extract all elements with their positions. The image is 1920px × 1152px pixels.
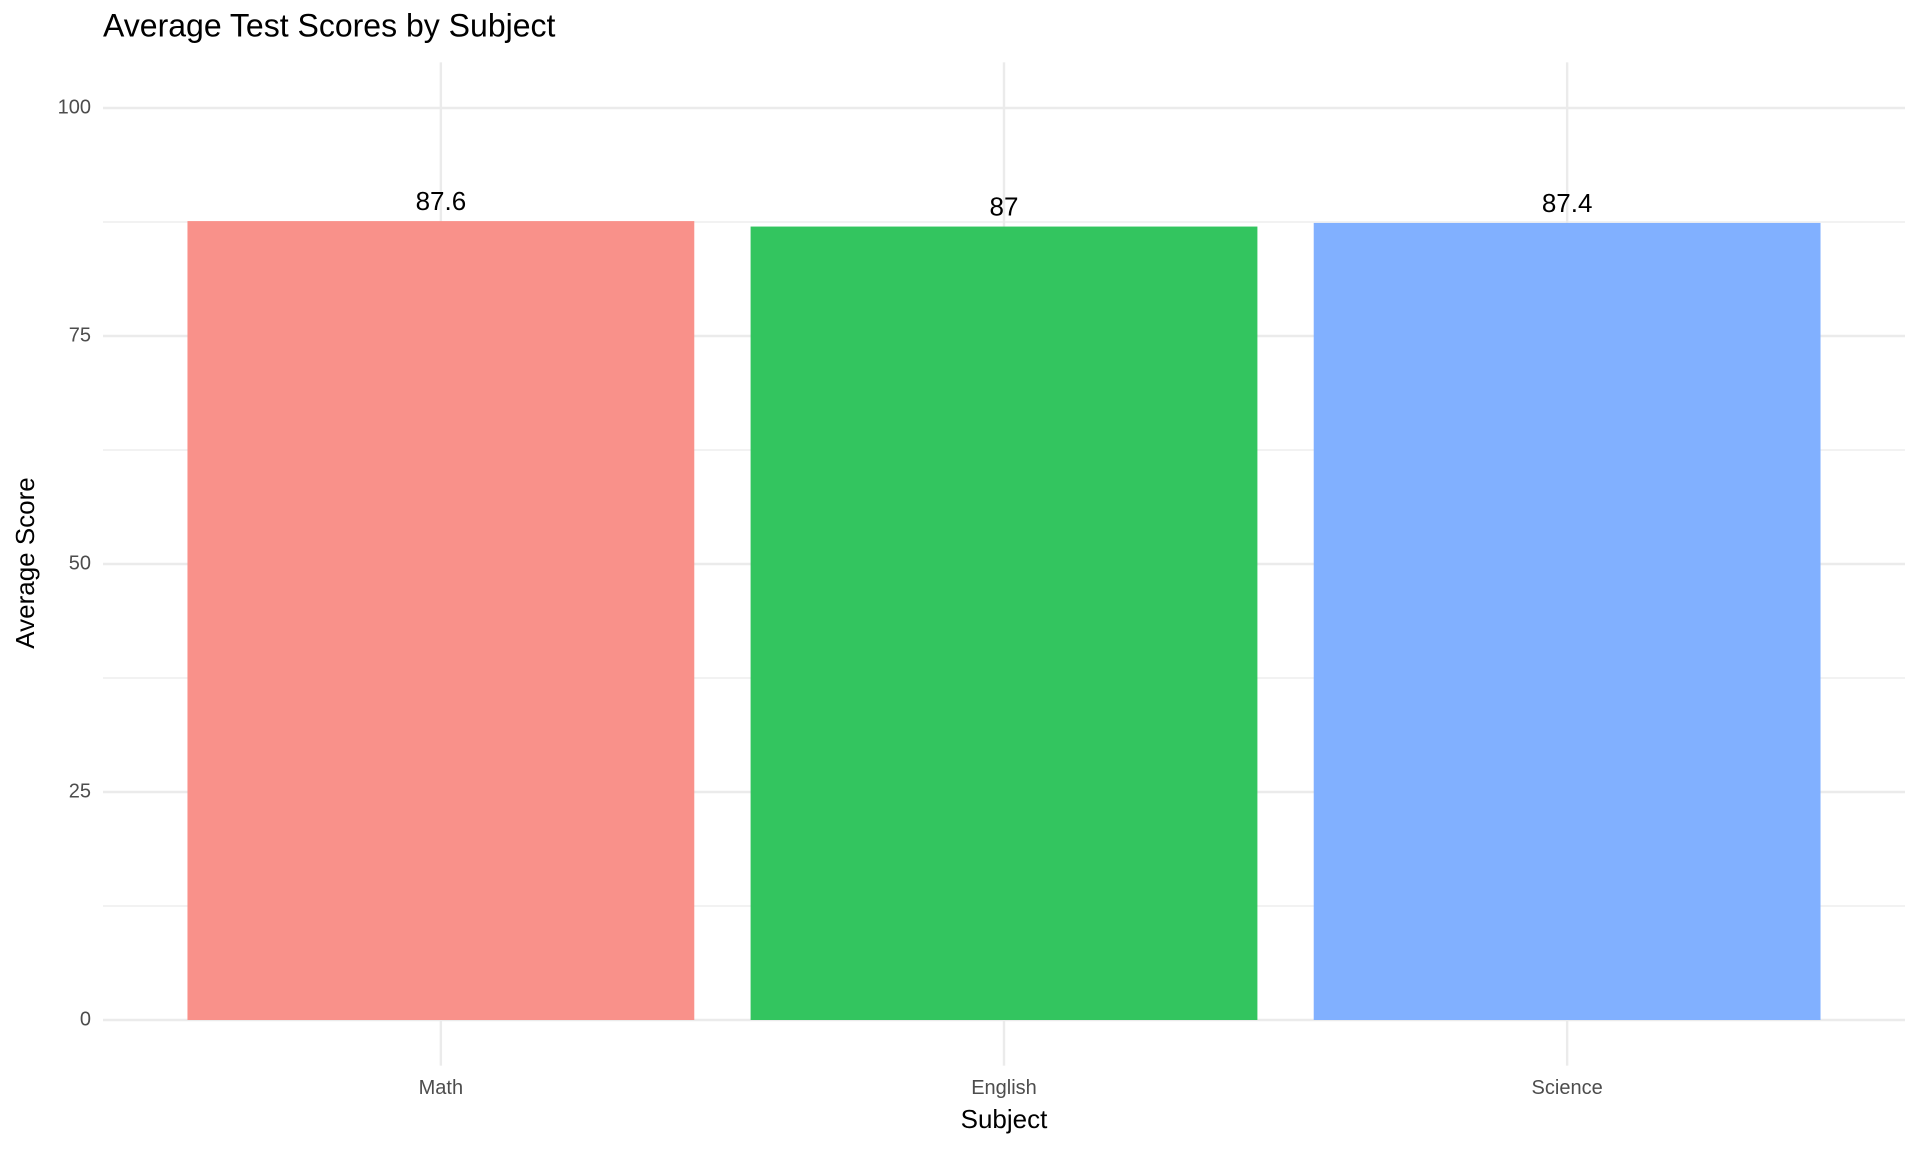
x-tick-label: English (971, 1077, 1037, 1099)
y-axis-title: Average Score (10, 477, 40, 649)
bar (750, 226, 1258, 1020)
y-tick-label: 0 (80, 1008, 91, 1030)
y-tick-label: 100 (58, 96, 91, 118)
chart-title: Average Test Scores by Subject (103, 7, 556, 43)
bar (187, 221, 695, 1020)
x-tick-label: Science (1532, 1077, 1603, 1099)
x-axis-title: Subject (961, 1104, 1048, 1134)
x-tick-label: Math (419, 1077, 463, 1099)
value-label: 87.4 (1542, 188, 1593, 218)
value-label: 87.6 (416, 186, 467, 216)
value-label: 87 (990, 191, 1019, 221)
y-tick-label: 75 (69, 324, 91, 346)
y-tick-label: 25 (69, 780, 91, 802)
y-tick-label: 50 (69, 552, 91, 574)
bar (1313, 222, 1821, 1021)
